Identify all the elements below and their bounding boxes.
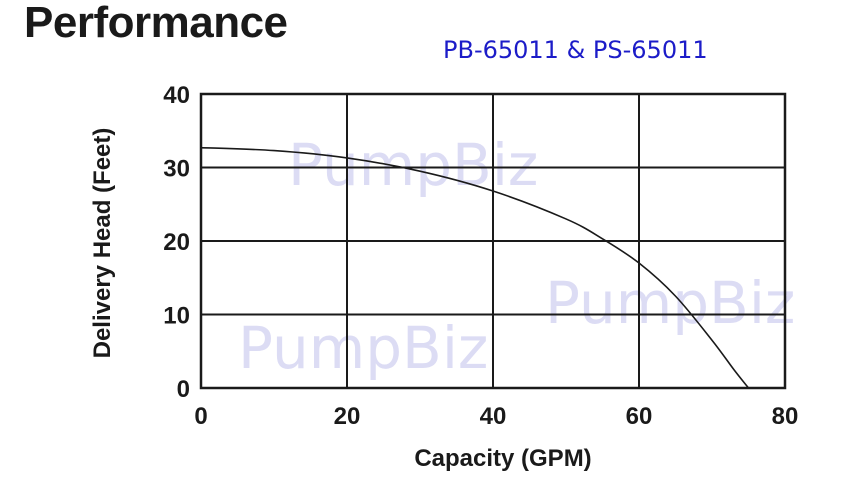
plot-border [199,92,787,390]
watermark-text: PumpBiz [545,269,795,337]
model-label: PB-65011 & PS-65011 [443,36,708,64]
x-tick-labels: 0 20 40 60 80 [194,403,798,430]
y-axis-label: Delivery Head (Feet) [89,128,116,359]
y-tick-label: 20 [163,229,190,256]
performance-curve [200,146,750,389]
plot-frame [199,92,787,390]
y-tick-label: 30 [163,156,190,183]
watermark-text: PumpBiz [238,314,488,382]
watermark-text: PumpBiz [288,131,538,199]
x-tick-label: 0 [194,403,207,430]
chart-title: Performance [24,0,288,47]
x-tick-label: 40 [480,403,507,430]
x-tick-label: 80 [772,403,799,430]
series-layer [200,146,750,389]
x-tick-label: 60 [626,403,653,430]
y-tick-label: 40 [163,82,190,109]
x-tick-label: 20 [334,403,361,430]
y-tick-labels: 0 10 20 30 40 [163,82,190,403]
y-tick-label: 0 [177,376,190,403]
x-axis-label: Capacity (GPM) [414,445,591,472]
watermark-layer: PumpBiz PumpBiz PumpBiz [238,131,795,382]
y-tick-label: 10 [163,303,190,330]
